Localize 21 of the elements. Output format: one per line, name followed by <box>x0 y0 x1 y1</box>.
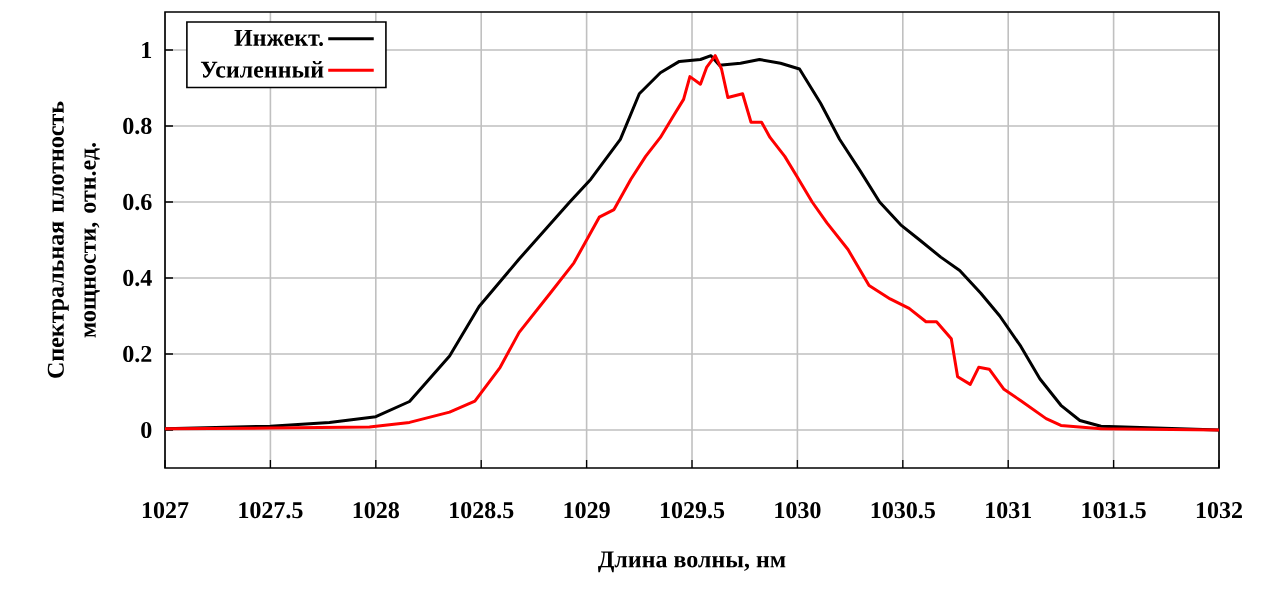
x-tick-label: 1031.5 <box>1082 502 1146 519</box>
y-tick-label: 0.4 <box>123 269 152 287</box>
y-axis-title: Спектральная плотность мощности, отн.ед. <box>47 101 100 378</box>
x-tick-label: 1032 <box>1196 502 1242 519</box>
y-tick-label: 0 <box>141 421 152 439</box>
x-tick-label: 1029.5 <box>660 502 725 519</box>
x-tick-label: 1028.5 <box>450 502 514 519</box>
legend-label: Инжект. <box>234 29 324 46</box>
y-tick-label: 1 <box>142 42 152 58</box>
x-tick-label: 1029 <box>564 502 610 519</box>
x-tick-label: 1027.5 <box>239 502 303 519</box>
x-tick-label: 1028 <box>353 502 400 519</box>
x-tick-label: 1030 <box>775 502 821 519</box>
y-tick-label: 0.2 <box>123 345 152 363</box>
x-axis-title: Длина волны, нм <box>597 551 786 573</box>
y-tick-label: 0.8 <box>123 117 152 135</box>
legend-label: Усиленный <box>200 60 324 78</box>
x-tick-label: 1031 <box>986 502 1031 519</box>
x-tick-label: 1027 <box>142 502 189 519</box>
x-tick-label: 1030.5 <box>871 502 935 519</box>
y-tick-label: 0.6 <box>123 193 152 211</box>
